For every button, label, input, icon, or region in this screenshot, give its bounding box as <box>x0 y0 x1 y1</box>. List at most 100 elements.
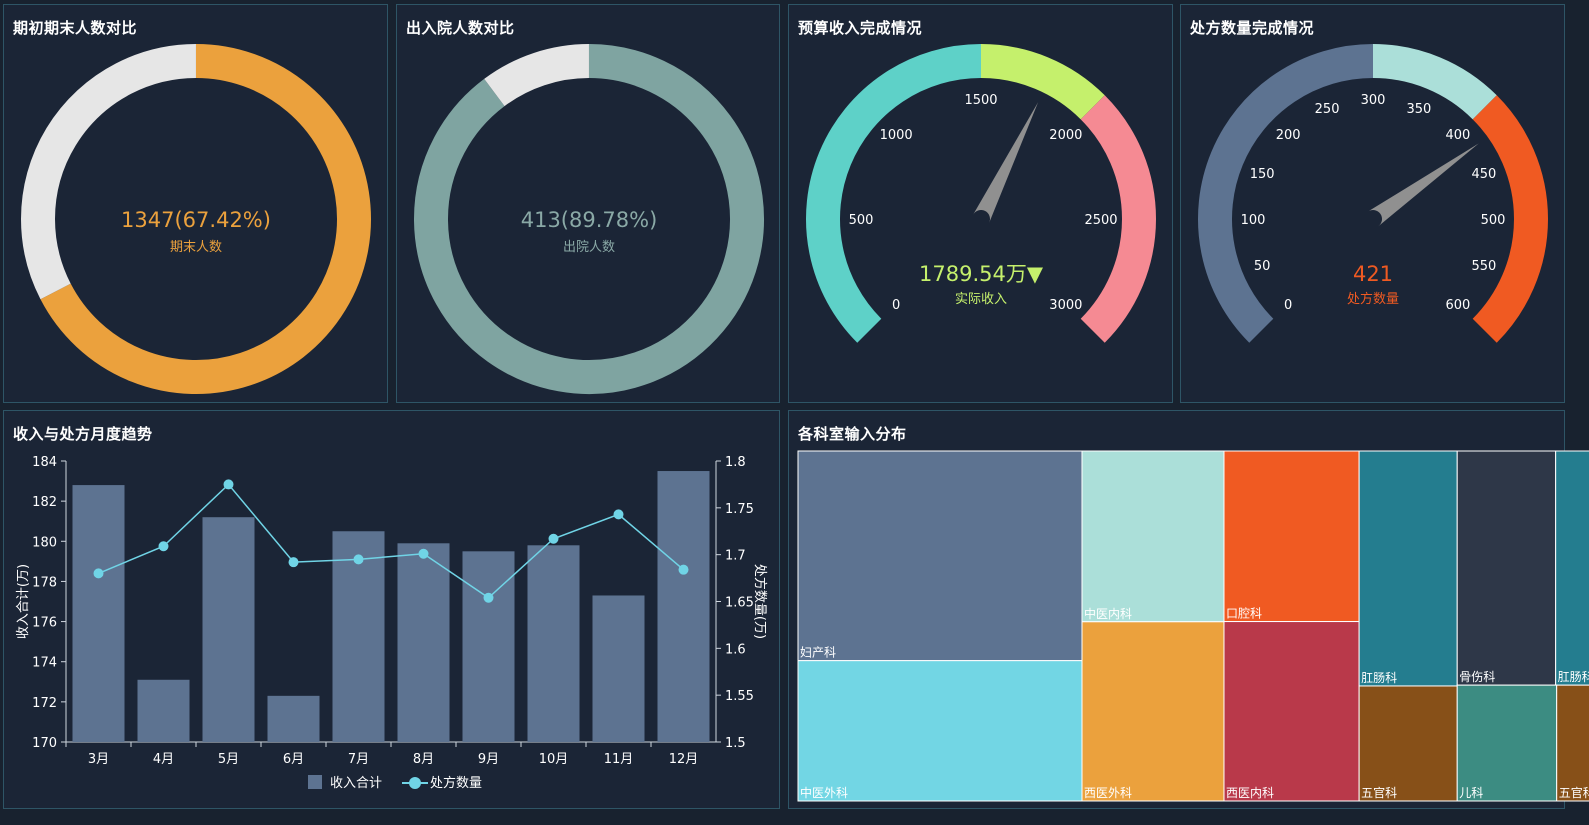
gauge-tick-label: 0 <box>892 298 900 313</box>
bar <box>72 485 125 742</box>
gauge-tick-label: 2500 <box>1084 213 1117 228</box>
panel-budget-income: 预算收入完成情况 0 500 1000 1500 2000 2500 3000 1789.54… <box>788 4 1173 403</box>
y-right-tick-label: 1.5 <box>725 736 746 751</box>
y-tick-label: 184 <box>32 455 57 470</box>
bar <box>592 595 645 742</box>
y-right-tick-label: 1.55 <box>725 689 754 704</box>
line-point <box>483 592 494 603</box>
donut-slice-main <box>414 44 764 394</box>
gauge-tick-label: 200 <box>1276 128 1301 143</box>
treemap-cell <box>1556 684 1589 802</box>
x-tick-label: 3月 <box>88 752 109 767</box>
panel-title: 出入院人数对比 <box>406 19 515 37</box>
gauge-tick-label: 50 <box>1254 259 1271 274</box>
gauge-value-label: 处方数量 <box>1347 291 1399 307</box>
gauge-tick-label: 1000 <box>880 128 913 143</box>
legend-bar-label: 收入合计 <box>330 776 382 791</box>
treemap-cell <box>1081 621 1225 802</box>
line-point <box>418 548 429 559</box>
gauge-value-label: 实际收入 <box>955 292 1007 307</box>
y-right-tick-label: 1.75 <box>725 502 754 517</box>
panel-start-end-count: 期初期末人数对比 1347(67.42%) 期末人数 <box>3 4 388 403</box>
x-tick-label: 12月 <box>669 752 699 767</box>
panel-title: 收入与处方月度趋势 <box>13 425 153 443</box>
gauge-value: 421 <box>1353 262 1393 286</box>
x-tick-label: 6月 <box>283 752 304 767</box>
y-tick-label: 174 <box>32 656 57 671</box>
x-tick-label: 7月 <box>348 752 369 767</box>
panel-monthly-trend: 收入与处方月度趋势 170 172 174 176 178 180 182 184 1.5 1.5… <box>3 410 780 809</box>
treemap-cell <box>797 660 1083 802</box>
treemap-cell <box>1223 621 1360 802</box>
donut-chart-1: 1347(67.42%) 期末人数 <box>21 44 371 394</box>
x-tick-label: 11月 <box>604 752 634 767</box>
line-series <box>98 483 684 599</box>
treemap-cell <box>1223 450 1360 623</box>
gauge-tick-label: 450 <box>1471 167 1496 182</box>
panel-title: 期初期末人数对比 <box>13 19 138 37</box>
treemap-cell-label: 五官科 <box>1361 785 1397 800</box>
x-tick-label: 9月 <box>478 752 499 767</box>
y-tick-label: 176 <box>32 616 57 631</box>
x-tick-label: 4月 <box>153 752 174 767</box>
panel-title: 各科室输入分布 <box>798 425 907 443</box>
gauge-band <box>980 44 1105 120</box>
legend-bar-swatch <box>308 775 322 789</box>
gauge-band <box>1472 95 1548 343</box>
y-right-tick-label: 1.65 <box>725 596 754 611</box>
panel-prescription-count: 处方数量完成情况 0 50 100 150 200 250 300 350 400 450 500 5… <box>1180 4 1565 403</box>
gauge-band <box>1080 95 1156 343</box>
line-point <box>353 554 364 565</box>
y-tick-label: 180 <box>32 535 57 550</box>
bar-line-chart: 170 172 174 176 178 180 182 184 1.5 1.55 1.6 1.65 1.… <box>16 455 768 791</box>
treemap-cell-label: 五官科 <box>1559 785 1589 800</box>
panel-admission-discharge: 出入院人数对比 413(89.78%) 出院人数 <box>396 4 780 403</box>
gauge-tick-label: 100 <box>1241 213 1266 228</box>
line-point <box>613 509 624 520</box>
x-tick-label: 10月 <box>539 752 569 767</box>
y-right-tick-label: 1.8 <box>725 455 746 470</box>
donut-slice-other <box>484 44 590 107</box>
treemap-cell-label: 中医内科 <box>1084 606 1132 621</box>
treemap-cell-label: 妇产科 <box>800 646 836 660</box>
gauge-tick-label: 300 <box>1361 93 1386 108</box>
treemap-cell-label: 西医内科 <box>1226 786 1274 800</box>
treemap-cell-label: 西医外科 <box>1084 786 1132 800</box>
line-point <box>548 533 559 544</box>
bar <box>267 695 320 742</box>
gauge-tick-label: 150 <box>1250 167 1275 182</box>
x-tick-label: 8月 <box>413 752 434 767</box>
gauge-tick-label: 250 <box>1315 102 1340 117</box>
gauge-tick-label: 1500 <box>964 93 997 108</box>
treemap-cell-label: 中医外科 <box>800 785 848 800</box>
gauge-tick-label: 0 <box>1284 298 1292 313</box>
gauge-band <box>1198 44 1374 343</box>
y-axis-title: 收入合计(万) <box>16 564 31 639</box>
line-point <box>678 564 689 575</box>
line-point <box>288 557 299 568</box>
gauge-band <box>806 44 982 343</box>
y-tick-label: 178 <box>32 575 57 590</box>
y-tick-label: 170 <box>32 736 57 751</box>
bar <box>137 679 190 742</box>
bar <box>462 551 515 742</box>
treemap-cell <box>1081 450 1225 623</box>
gauge-tick-label: 400 <box>1445 128 1470 143</box>
y-tick-label: 182 <box>32 495 57 510</box>
donut-center-label: 出院人数 <box>563 240 615 255</box>
gauge-chart-1: 0 500 1000 1500 2000 2500 3000 1789.54万▼ 实际收入 <box>806 44 1156 343</box>
gauge-tick-label: 2000 <box>1049 128 1082 143</box>
bar <box>527 545 580 742</box>
gauge-tick-label: 500 <box>849 213 874 228</box>
gauge-tick-label: 500 <box>1481 213 1506 228</box>
gauge-needle <box>1367 143 1479 227</box>
gauge-value: 1789.54万▼ <box>919 262 1044 286</box>
treemap-cell-label: 口腔科 <box>1226 606 1262 621</box>
donut-slice-main <box>40 44 371 394</box>
treemap-cell <box>1456 450 1557 686</box>
gauge-chart-2: 0 50 100 150 200 250 300 350 400 450 500 550 600 421 处… <box>1198 44 1548 343</box>
panel-title: 预算收入完成情况 <box>798 19 923 37</box>
bar <box>332 531 385 742</box>
legend-line-marker <box>409 777 421 789</box>
